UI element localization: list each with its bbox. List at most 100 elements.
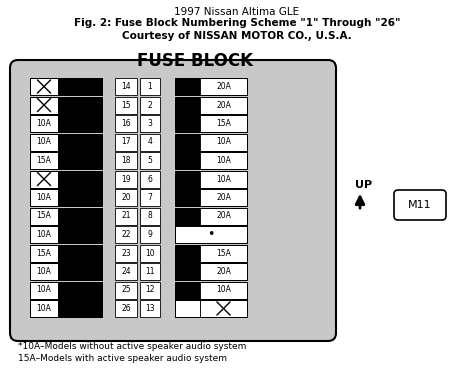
Bar	[140, 208, 160, 225]
Text: 7: 7	[147, 193, 153, 202]
Bar	[58, 226, 102, 243]
Bar	[30, 152, 58, 169]
Text: 20A: 20A	[216, 212, 231, 221]
Bar	[175, 97, 200, 114]
Bar	[30, 226, 102, 243]
Text: 13: 13	[145, 304, 155, 313]
Bar	[175, 152, 200, 169]
Text: 15A–Models with active speaker audio system: 15A–Models with active speaker audio sys…	[18, 354, 227, 363]
Bar	[175, 263, 247, 280]
Bar	[140, 152, 160, 169]
Bar	[30, 97, 58, 114]
Bar	[200, 245, 247, 262]
Text: 18: 18	[121, 156, 131, 165]
Bar	[30, 189, 102, 206]
Bar	[175, 78, 200, 95]
Bar	[200, 208, 247, 225]
FancyBboxPatch shape	[394, 190, 446, 220]
Text: 20: 20	[121, 193, 131, 202]
Bar	[175, 245, 247, 262]
Bar	[58, 189, 102, 206]
Text: 20A: 20A	[216, 101, 231, 110]
Bar	[30, 245, 102, 262]
Bar	[175, 189, 200, 206]
Text: 22: 22	[121, 230, 131, 239]
Bar	[30, 208, 58, 225]
Bar	[175, 115, 247, 132]
Text: 10A: 10A	[36, 138, 52, 147]
Bar	[30, 282, 58, 299]
Bar	[140, 171, 160, 188]
Text: 10A: 10A	[36, 193, 52, 202]
Text: *10A–Models without active speaker audio system: *10A–Models without active speaker audio…	[18, 342, 246, 351]
Text: 15A: 15A	[36, 249, 52, 258]
Text: 15A: 15A	[36, 156, 52, 165]
Text: 10A: 10A	[36, 230, 52, 239]
Bar	[58, 300, 102, 317]
Bar	[115, 134, 137, 151]
Bar	[115, 78, 137, 95]
Text: Fig. 2: Fuse Block Numbering Scheme "1" Through "26": Fig. 2: Fuse Block Numbering Scheme "1" …	[74, 18, 400, 28]
Text: 2: 2	[147, 101, 152, 110]
Bar	[175, 152, 247, 169]
Bar	[140, 189, 160, 206]
Text: 8: 8	[147, 212, 152, 221]
Bar	[200, 171, 247, 188]
Bar	[30, 115, 58, 132]
Bar	[58, 152, 102, 169]
Bar	[58, 282, 102, 299]
Bar	[115, 208, 137, 225]
Bar	[200, 134, 247, 151]
Bar	[140, 78, 160, 95]
Bar	[115, 115, 137, 132]
Text: 10A: 10A	[36, 119, 52, 128]
Bar	[30, 134, 102, 151]
Bar	[175, 189, 247, 206]
Bar	[200, 300, 247, 317]
Bar	[175, 134, 247, 151]
Bar	[200, 189, 247, 206]
Text: 11: 11	[145, 267, 155, 276]
Bar	[115, 282, 137, 299]
Text: 10A: 10A	[36, 286, 52, 295]
Text: FUSE BLOCK: FUSE BLOCK	[137, 52, 253, 70]
Bar	[175, 300, 200, 317]
Text: M11: M11	[408, 200, 432, 210]
Bar	[58, 208, 102, 225]
Bar	[200, 78, 247, 95]
Text: 10A: 10A	[36, 304, 52, 313]
Text: 6: 6	[147, 175, 153, 184]
Text: Courtesy of NISSAN MOTOR CO., U.S.A.: Courtesy of NISSAN MOTOR CO., U.S.A.	[122, 31, 352, 41]
Text: 23: 23	[121, 249, 131, 258]
Text: 16: 16	[121, 119, 131, 128]
Bar	[140, 300, 160, 317]
Bar	[58, 134, 102, 151]
Bar	[175, 115, 200, 132]
Text: UP: UP	[355, 180, 372, 190]
Text: 9: 9	[147, 230, 153, 239]
Bar	[30, 78, 58, 95]
Bar	[200, 115, 247, 132]
Bar	[140, 226, 160, 243]
Text: 4: 4	[147, 138, 153, 147]
Bar	[175, 226, 247, 243]
Bar	[175, 300, 247, 317]
Text: 24: 24	[121, 267, 131, 276]
Bar	[175, 171, 200, 188]
Bar	[140, 245, 160, 262]
Bar	[175, 134, 200, 151]
Bar	[115, 300, 137, 317]
Bar	[115, 245, 137, 262]
Bar	[30, 208, 102, 225]
Bar	[175, 282, 200, 299]
Bar	[30, 134, 58, 151]
Bar	[58, 245, 102, 262]
Bar	[200, 282, 247, 299]
Bar	[175, 208, 247, 225]
Text: 14: 14	[121, 82, 131, 91]
Bar	[175, 78, 247, 95]
Text: 20A: 20A	[216, 267, 231, 276]
Bar	[115, 189, 137, 206]
Bar	[30, 78, 102, 95]
Text: 10A: 10A	[216, 175, 231, 184]
